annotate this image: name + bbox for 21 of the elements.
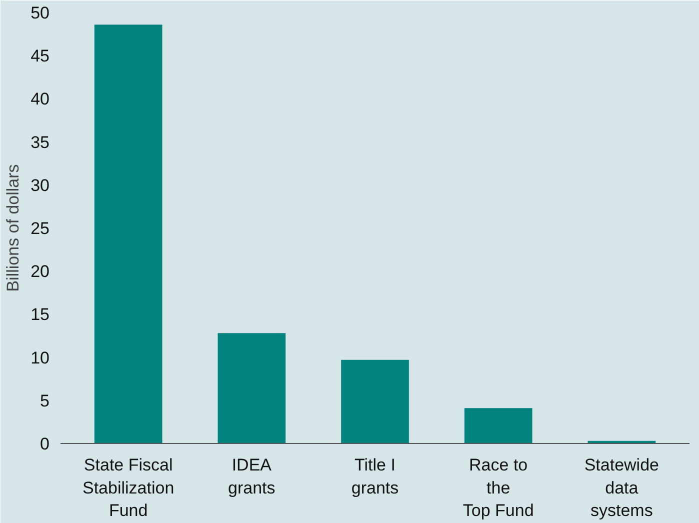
- y-tick-label: 15: [30, 305, 50, 324]
- y-tick-label: 20: [30, 262, 50, 282]
- bar: [464, 408, 532, 444]
- y-axis-title: Billions of dollars: [4, 164, 23, 292]
- bar: [218, 333, 286, 444]
- bar: [94, 24, 162, 444]
- y-tick-label: 0: [40, 434, 50, 454]
- x-tick-label: Title I grants: [351, 456, 399, 498]
- x-tick-label: Race to the Top Fund: [462, 456, 534, 520]
- y-tick-label: 45: [30, 46, 50, 66]
- y-tick-label: 50: [30, 4, 50, 22]
- y-tick-label: 35: [30, 132, 50, 152]
- x-tick-label: IDEA grants: [228, 456, 276, 498]
- bar: [341, 360, 409, 444]
- y-tick-label: 25: [30, 219, 50, 238]
- x-tick-label: Statewide data systems: [584, 456, 660, 520]
- x-tick-label: State Fiscal Stabilization Fund: [82, 456, 174, 520]
- y-tick-label: 30: [30, 176, 50, 195]
- y-tick-label: 5: [40, 391, 50, 410]
- y-tick-label: 10: [30, 348, 50, 368]
- y-tick-label: 40: [30, 90, 50, 109]
